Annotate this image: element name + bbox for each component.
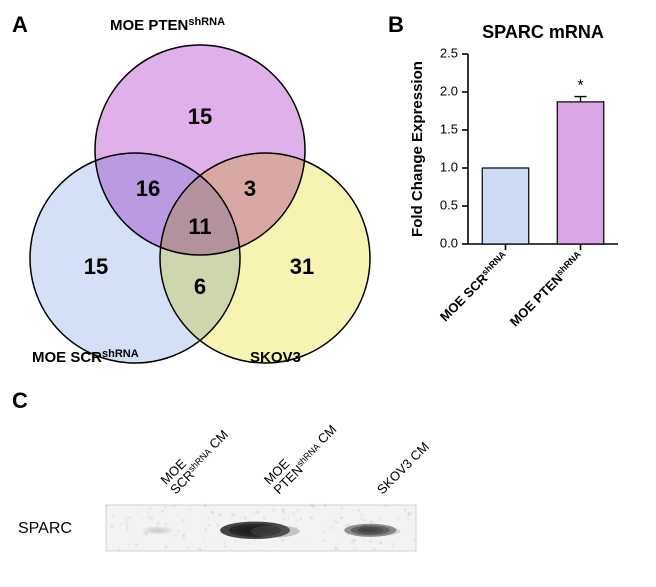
venn-diagram: 15 15 31 16 3 6 11 MOE PTENshRNA MOE SCRshRNA SKO… bbox=[0, 0, 400, 390]
ytick-label-4: 2.0 bbox=[440, 83, 458, 98]
bar-chart: SPARC mRNA 0.0 0.5 1.0 1.5 2.0 2.5 Fold Change … bbox=[398, 18, 656, 388]
blot-row-label: SPARC bbox=[18, 520, 72, 537]
venn-label-top: MOE PTENshRNA bbox=[110, 16, 225, 34]
xtick-label-0: MOE SCRshRNA bbox=[437, 249, 512, 324]
blot-lane-label-2: SKOV3 CM bbox=[374, 439, 432, 497]
venn-value-right_only: 31 bbox=[290, 254, 314, 279]
venn-circle-right bbox=[160, 153, 370, 363]
bar-1 bbox=[557, 102, 604, 244]
venn-value-top_left: 16 bbox=[136, 176, 160, 201]
venn-value-top_right: 3 bbox=[244, 176, 256, 201]
ytick-label-5: 2.5 bbox=[440, 45, 458, 60]
bar-chart-title: SPARC mRNA bbox=[482, 22, 604, 42]
bar-0 bbox=[482, 168, 529, 244]
venn-label-left: MOE SCRshRNA bbox=[32, 348, 139, 366]
venn-value-top_only: 15 bbox=[188, 104, 212, 129]
western-blot: SPARC MOESCRshRNA CM MOEPTENshRNA CM SKOV3 … bbox=[0, 400, 470, 587]
ytick-label-1: 0.5 bbox=[440, 197, 458, 212]
ytick-label-0: 0.0 bbox=[440, 235, 458, 250]
blot-lane-label-1: MOEPTENshRNA CM bbox=[261, 415, 343, 497]
venn-value-left_only: 15 bbox=[84, 254, 108, 279]
ytick-label-2: 1.0 bbox=[440, 159, 458, 174]
significance-marker: * bbox=[577, 78, 583, 95]
y-axis-label: Fold Change Expression bbox=[409, 61, 426, 237]
xtick-label-1: MOE PTENshRNA bbox=[506, 249, 587, 330]
venn-label-right: SKOV3 bbox=[250, 349, 301, 366]
ytick-label-3: 1.5 bbox=[440, 121, 458, 136]
venn-value-center: 11 bbox=[188, 214, 211, 239]
venn-value-left_right: 6 bbox=[194, 274, 206, 299]
blot-lane-label-0: MOESCRshRNA CM bbox=[158, 420, 235, 497]
